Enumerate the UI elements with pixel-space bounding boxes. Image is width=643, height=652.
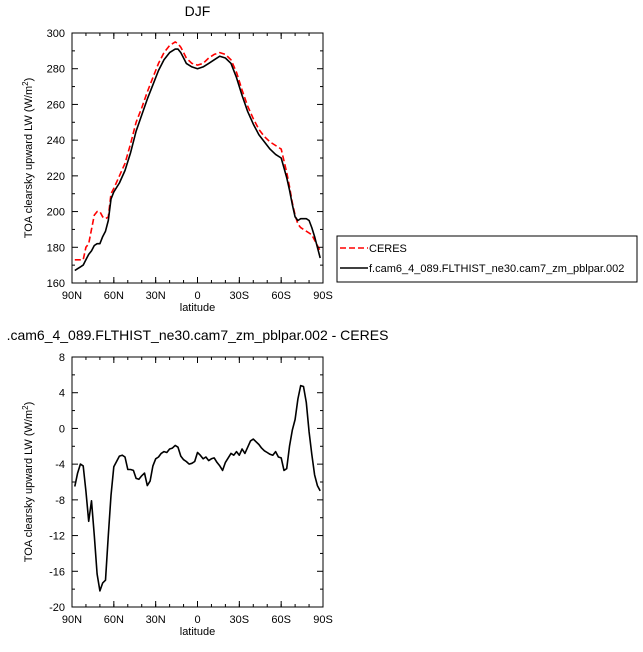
legend-box xyxy=(336,235,638,283)
chart-title: .cam6_4_089.FLTHIST_ne30.cam7_zm_pblpar.… xyxy=(7,327,389,343)
y-tick-label: 240 xyxy=(47,135,65,147)
x-tick-label: 90S xyxy=(313,614,333,626)
x-tick-label: 90N xyxy=(62,614,82,626)
x-axis-label: latitude xyxy=(180,302,215,314)
y-axis-label: TOA clearsky upward LW (W/m2) xyxy=(21,78,35,239)
x-tick-label: 30N xyxy=(146,614,166,626)
series-line-1 xyxy=(74,41,321,261)
x-tick-label: 0 xyxy=(194,290,200,302)
series-line-1 xyxy=(74,384,321,592)
x-tick-label: 0 xyxy=(194,614,200,626)
plot-frame xyxy=(71,32,324,284)
plot-frame xyxy=(71,356,324,608)
y-axis-label-close: ) xyxy=(23,402,35,406)
y-tick-label: -8 xyxy=(55,495,65,507)
legend-label-2: f.cam6_4_089.FLTHIST_ne30.cam7_zm_pblpar… xyxy=(369,263,624,275)
y-tick-label: -16 xyxy=(49,566,65,578)
y-tick-label: 4 xyxy=(59,388,65,400)
y-axis-label-close: ) xyxy=(23,78,35,82)
y-tick-label: 160 xyxy=(47,278,65,290)
y-tick-label: 220 xyxy=(47,171,65,183)
x-tick-label: 30S xyxy=(230,290,250,302)
y-axis-label: TOA clearsky upward LW (W/m2) xyxy=(21,402,35,563)
y-tick-label: -20 xyxy=(49,602,65,614)
x-tick-label: 60S xyxy=(271,290,291,302)
y-tick-label: 0 xyxy=(59,423,65,435)
x-tick-label: 60S xyxy=(271,614,291,626)
series-line-2 xyxy=(74,48,321,272)
y-tick-label: -12 xyxy=(49,531,65,543)
y-tick-label: 280 xyxy=(47,64,65,76)
y-tick-label: 180 xyxy=(47,242,65,254)
y-tick-label: 200 xyxy=(47,207,65,219)
x-tick-label: 90S xyxy=(313,290,333,302)
y-axis-label-superscript: 2 xyxy=(21,405,30,410)
y-tick-label: -4 xyxy=(55,459,65,471)
x-tick-label: 30S xyxy=(230,614,250,626)
x-tick-label: 60N xyxy=(104,290,124,302)
y-tick-label: 300 xyxy=(47,28,65,40)
x-tick-label: 60N xyxy=(104,614,124,626)
y-axis-label-text: TOA clearsky upward LW (W/m xyxy=(23,86,35,238)
y-axis-label-text: TOA clearsky upward LW (W/m xyxy=(23,410,35,562)
y-tick-label: 260 xyxy=(47,99,65,111)
y-axis-label-superscript: 2 xyxy=(21,81,30,86)
legend: CERES f.cam6_4_089.FLTHIST_ne30.cam7_zm_p… xyxy=(336,235,638,283)
x-tick-label: 90N xyxy=(62,290,82,302)
x-axis-label: latitude xyxy=(180,626,215,638)
chart-title: DJF xyxy=(185,3,211,19)
y-tick-label: 8 xyxy=(59,352,65,364)
x-tick-label: 30N xyxy=(146,290,166,302)
legend-label-1: CERES xyxy=(369,243,407,255)
chart-panel-1: DJF 90N 60N 30N 0 30S 60S 90S 160 180 200 220 240 260… xyxy=(21,3,638,314)
chart-panel-2: .cam6_4_089.FLTHIST_ne30.cam7_zm_pblpar.… xyxy=(7,327,389,638)
